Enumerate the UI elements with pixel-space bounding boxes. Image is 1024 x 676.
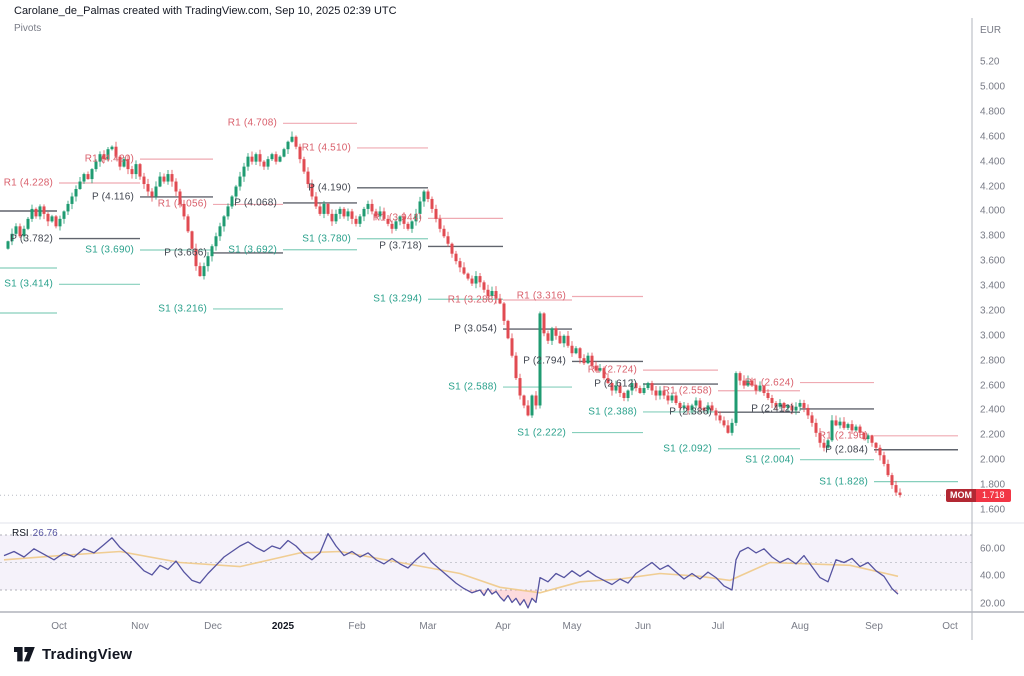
pivot-label-p: P (2.794) — [523, 355, 566, 367]
month-label: 2025 — [271, 621, 295, 632]
month-label: Oct — [51, 621, 67, 632]
price-tick: 2.400 — [980, 404, 1006, 416]
brand-name: TradingView — [42, 646, 133, 663]
pivot-label-s1: S1 (3.780) — [302, 233, 351, 245]
pivot-label-p: P (2.612) — [594, 378, 637, 390]
month-label: Jun — [634, 621, 652, 632]
pivot-label-s1: S1 (2.388) — [588, 406, 637, 418]
pivot-label-s1: S1 (3.690) — [85, 244, 134, 256]
price-tick: 5.20 — [980, 56, 1000, 68]
pivot-label-s1: S1 (2.222) — [517, 427, 566, 439]
price-tick: 3.800 — [980, 230, 1006, 242]
pivot-label-p: P (2.386) — [669, 406, 712, 418]
price-tick: 5.000 — [980, 81, 1006, 93]
pivot-label-r1: R1 (2.196) — [818, 430, 868, 442]
price-tick: 2.200 — [980, 429, 1006, 441]
pivot-label-s1: S1 (3.216) — [158, 303, 207, 315]
month-label: Nov — [131, 621, 149, 632]
month-label: Mar — [419, 621, 437, 632]
pivot-label-s1: S1 (3.414) — [4, 278, 53, 290]
indicator-label-pivots[interactable]: Pivots — [14, 23, 42, 34]
rsi-pane-legend[interactable]: RSI 26.76 — [12, 528, 58, 539]
pivot-label-p: P (3.666) — [164, 247, 207, 259]
month-label: Dec — [204, 621, 222, 632]
pivot-label-r1: R1 (4.228) — [3, 177, 53, 189]
price-tick: 2.600 — [980, 380, 1006, 392]
month-label: Feb — [348, 621, 366, 632]
pivot-label-p: P (4.068) — [234, 197, 277, 209]
tradingview-logo[interactable]: TradingView — [14, 646, 132, 663]
pivot-label-r1: R1 (3.944) — [372, 212, 422, 224]
last-price-badge: MOM 1.718 — [946, 489, 1011, 502]
pivot-label-r1: R1 (3.316) — [516, 290, 566, 302]
pivot-label-r1: R1 (3.288) — [447, 294, 497, 306]
month-label: Oct — [942, 621, 958, 632]
chart-title: Carolane_de_Palmas created with TradingV… — [14, 5, 397, 17]
pivot-label-r1: R1 (4.708) — [227, 117, 277, 129]
month-label: Sep — [865, 621, 883, 632]
price-tick: 3.600 — [980, 255, 1006, 267]
pivot-label-s1: S1 (1.828) — [819, 476, 868, 488]
pivot-label-s1: S1 (2.092) — [663, 443, 712, 455]
pivot-label-p: P (2.084) — [825, 444, 868, 456]
pivot-label-p: P (2.412) — [751, 403, 794, 415]
month-label: Jul — [711, 621, 725, 632]
pivot-label-p: P (3.782) — [10, 233, 53, 245]
pivot-label-s1: S1 (3.294) — [373, 293, 422, 305]
pivot-label-r1: R1 (4.420) — [84, 153, 134, 165]
price-tick: 2.800 — [980, 355, 1006, 367]
pivot-label-r1: R1 (2.558) — [662, 385, 712, 397]
pivot-label-r1: R1 (2.624) — [744, 377, 794, 389]
price-tick: 1.800 — [980, 479, 1006, 491]
tradingview-logo-icon — [14, 647, 35, 662]
month-label: Aug — [791, 621, 809, 632]
price-tick: 3.000 — [980, 330, 1006, 342]
currency-label: EUR — [980, 25, 1002, 36]
pivot-label-p: P (3.054) — [454, 323, 497, 335]
pivot-label-s1: S1 (2.588) — [448, 381, 497, 393]
rsi-tick: 60.00 — [980, 543, 1006, 555]
pivot-label-p: P (4.190) — [308, 182, 351, 194]
rsi-tick: 20.00 — [980, 598, 1006, 610]
price-tick: 2.000 — [980, 454, 1006, 466]
price-tick: 4.600 — [980, 131, 1006, 143]
pivot-label-r1: R1 (4.056) — [157, 198, 207, 210]
month-label: May — [562, 621, 582, 632]
price-tick: 4.000 — [980, 205, 1006, 217]
pivot-label-s1: S1 (2.004) — [745, 454, 794, 466]
price-tick: 4.800 — [980, 106, 1006, 118]
pivot-label-p: P (3.718) — [379, 240, 422, 252]
price-tick: 3.400 — [980, 280, 1006, 292]
rsi-value: 26.76 — [32, 528, 58, 539]
price-tick: 3.200 — [980, 305, 1006, 317]
price-tick: 4.200 — [980, 181, 1006, 193]
price-tick: 4.400 — [980, 156, 1006, 168]
month-label: Apr — [495, 621, 511, 632]
last-price-value: 1.718 — [976, 489, 1011, 502]
rsi-title: RSI — [12, 528, 29, 539]
price-tick: 1.600 — [980, 504, 1006, 516]
pivot-label-s1: S1 (3.692) — [228, 244, 277, 256]
pivot-label-p: P (4.116) — [91, 191, 134, 203]
rsi-tick: 40.00 — [980, 570, 1006, 582]
symbol-tag: MOM — [946, 489, 976, 502]
pivot-label-r1: R1 (2.724) — [587, 364, 637, 376]
pivot-label-r1: R1 (4.510) — [301, 142, 351, 154]
